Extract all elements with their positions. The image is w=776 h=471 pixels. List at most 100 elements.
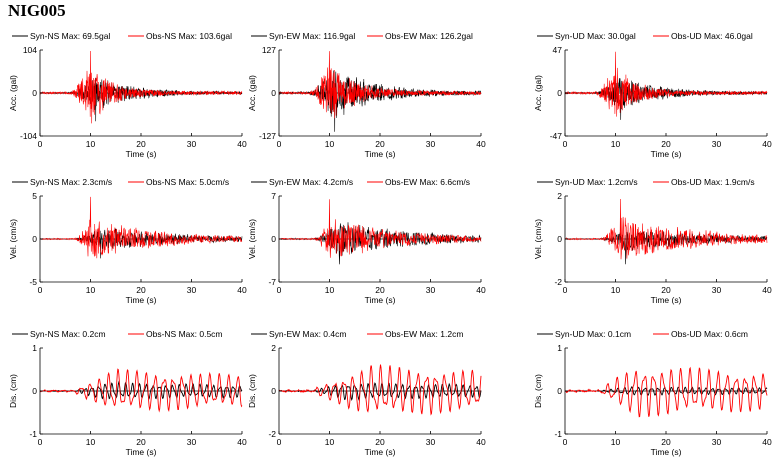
legend-entry: Obs-UD Max: 0.6cm	[671, 329, 748, 339]
x-tick-label: 30	[712, 437, 722, 447]
series-line-obs	[564, 198, 768, 260]
series-line-syn	[39, 77, 243, 122]
series-line-obs	[278, 51, 482, 119]
legend-entry: Syn-NS Max: 2.3cm/s	[30, 177, 112, 187]
series-line-obs	[564, 366, 768, 418]
y-tick-label: -1	[554, 429, 562, 439]
y-tick-label: 127	[262, 45, 276, 55]
y-axis-title: Vel. (cm/s)	[247, 219, 257, 259]
y-tick-label: -127	[259, 131, 276, 141]
y-tick-label: 1	[557, 343, 562, 353]
y-tick-label: -5	[29, 277, 37, 287]
x-tick-label: 20	[375, 437, 385, 447]
y-tick-label: -2	[268, 429, 276, 439]
x-tick-label: 0	[277, 285, 282, 295]
x-tick-label: 10	[611, 139, 621, 149]
x-tick-label: 0	[563, 285, 568, 295]
x-tick-label: 10	[325, 285, 335, 295]
y-tick-label: -2	[554, 277, 562, 287]
x-tick-label: 20	[661, 437, 671, 447]
x-tick-label: 40	[762, 139, 772, 149]
x-tick-label: 30	[426, 139, 436, 149]
legend-entry: Obs-NS Max: 5.0cm/s	[146, 177, 229, 187]
x-axis-title: Time (s)	[365, 149, 396, 159]
y-tick-label: 0	[271, 386, 276, 396]
y-tick-label: 0	[32, 88, 37, 98]
series-line-obs	[39, 368, 243, 413]
x-tick-label: 30	[426, 285, 436, 295]
legend-entry: Obs-EW Max: 6.6cm/s	[385, 177, 470, 187]
x-axis-title: Time (s)	[651, 447, 682, 457]
legend-entry: Obs-EW Max: 126.2gal	[385, 31, 473, 41]
x-tick-label: 0	[563, 139, 568, 149]
x-tick-label: 20	[136, 437, 146, 447]
x-tick-label: 10	[325, 139, 335, 149]
x-tick-label: 10	[325, 437, 335, 447]
y-tick-label: 0	[32, 386, 37, 396]
chart-panel-0: Syn-NS Max: 69.5gal Obs-NS Max: 103.6gal 0…	[8, 31, 247, 159]
x-tick-label: 30	[187, 437, 197, 447]
y-axis-title: Dis. (cm)	[8, 374, 18, 408]
chart-panel-4: Syn-EW Max: 4.2cm/s Obs-EW Max: 6.6cm/s 0 1…	[247, 177, 486, 305]
legend-entry: Syn-EW Max: 0.4cm	[269, 329, 346, 339]
x-tick-label: 0	[277, 139, 282, 149]
x-tick-label: 40	[762, 285, 772, 295]
x-tick-label: 30	[187, 285, 197, 295]
legend-entry: Syn-NS Max: 69.5gal	[30, 31, 110, 41]
legend-entry: Obs-UD Max: 46.0gal	[671, 31, 753, 41]
x-tick-label: 0	[277, 437, 282, 447]
series-line-obs	[278, 199, 482, 258]
series-line-syn	[564, 78, 768, 120]
legend-entry: Syn-EW Max: 4.2cm/s	[269, 177, 353, 187]
x-tick-label: 20	[136, 285, 146, 295]
x-tick-label: 10	[86, 437, 96, 447]
x-tick-label: 0	[38, 285, 43, 295]
series-line-syn	[278, 70, 482, 132]
chart-panel-3: Syn-NS Max: 2.3cm/s Obs-NS Max: 5.0cm/s 0 1…	[8, 177, 247, 305]
x-axis-title: Time (s)	[126, 447, 157, 457]
x-tick-label: 0	[38, 437, 43, 447]
x-tick-label: 0	[38, 139, 43, 149]
series-line-obs	[39, 50, 243, 124]
legend-entry: Obs-UD Max: 1.9cm/s	[671, 177, 755, 187]
x-axis-title: Time (s)	[126, 295, 157, 305]
y-axis-title: Dis. (cm)	[247, 374, 257, 408]
x-axis-title: Time (s)	[126, 149, 157, 159]
x-axis-title: Time (s)	[365, 447, 396, 457]
x-tick-label: 40	[476, 139, 486, 149]
x-tick-label: 30	[426, 437, 436, 447]
y-tick-label: -1	[29, 429, 37, 439]
y-axis-title: Acc. (gal)	[533, 75, 543, 111]
x-tick-label: 40	[476, 285, 486, 295]
series-line-obs	[278, 364, 482, 416]
series-line-obs	[564, 51, 768, 117]
x-tick-label: 40	[237, 139, 247, 149]
y-tick-label: 0	[557, 88, 562, 98]
y-tick-label: 5	[32, 191, 37, 201]
series-line-syn	[39, 228, 243, 259]
legend-entry: Obs-NS Max: 103.6gal	[146, 31, 232, 41]
y-tick-label: 47	[553, 45, 563, 55]
x-tick-label: 10	[611, 437, 621, 447]
x-tick-label: 20	[661, 139, 671, 149]
series-line-obs	[39, 196, 243, 259]
x-axis-title: Time (s)	[651, 295, 682, 305]
y-tick-label: 0	[557, 386, 562, 396]
y-tick-label: 7	[271, 191, 276, 201]
chart-panel-2: Syn-UD Max: 30.0gal Obs-UD Max: 46.0gal 0 1…	[533, 31, 772, 159]
series-line-syn	[278, 222, 482, 265]
x-tick-label: 40	[237, 285, 247, 295]
chart-panel-1: Syn-EW Max: 116.9gal Obs-EW Max: 126.2gal…	[247, 31, 486, 159]
station-title: NIG005	[8, 1, 66, 20]
y-axis-title: Dis. (cm)	[533, 374, 543, 408]
legend-entry: Obs-NS Max: 0.5cm	[146, 329, 223, 339]
legend-entry: Syn-UD Max: 30.0gal	[555, 31, 636, 41]
x-tick-label: 20	[136, 139, 146, 149]
y-axis-title: Vel. (cm/s)	[8, 219, 18, 259]
x-tick-label: 40	[237, 437, 247, 447]
x-tick-label: 20	[375, 285, 385, 295]
x-tick-label: 40	[762, 437, 772, 447]
